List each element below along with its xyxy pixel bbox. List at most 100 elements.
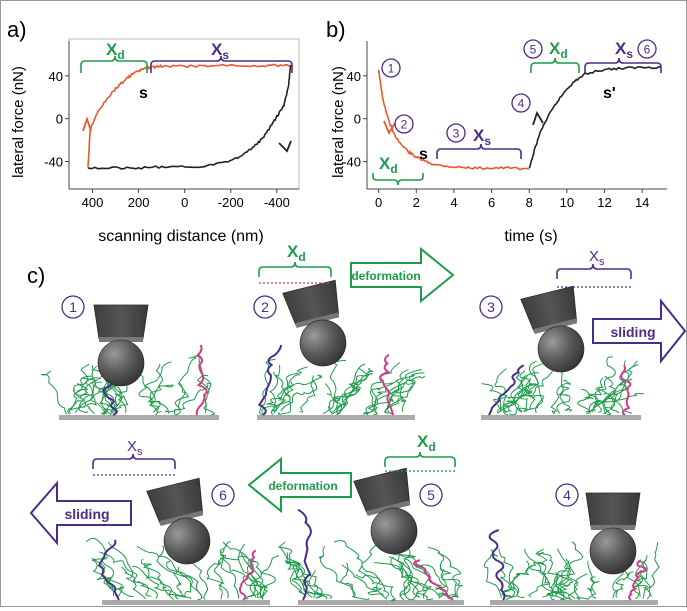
- scene-2: 2: [253, 279, 426, 420]
- scene-step-2: 2: [253, 295, 277, 319]
- chart-a-ylabel: lateral force (nN): [10, 66, 27, 178]
- chart-b-ylabel: lateral force (nN): [330, 66, 347, 178]
- svg-text:6: 6: [219, 487, 227, 503]
- svg-text:6: 6: [644, 43, 651, 57]
- svg-text:2: 2: [261, 299, 269, 315]
- tip-sphere: [163, 517, 211, 565]
- chart-a-xlabel: scanning distance (nm): [98, 228, 263, 245]
- tip-sphere: [589, 527, 637, 575]
- c6-xs-bracket: [92, 453, 176, 469]
- chart-b-xs-bracket-1: [436, 143, 522, 159]
- chart-a-xtick-label: 400: [82, 195, 104, 210]
- chart-a-xd-bracket: [80, 55, 148, 73]
- scene-step-3: 3: [479, 295, 503, 319]
- arrow-sliding-left: sliding: [29, 480, 132, 546]
- c3-xs-label: Xs: [589, 248, 605, 268]
- polymer-brush: [483, 529, 660, 601]
- svg-text:5: 5: [530, 43, 537, 57]
- chart-b-down-arrow: [383, 120, 396, 135]
- chart-b-up-arrow: [532, 110, 544, 126]
- chart-b-xtick-label: 0: [375, 195, 382, 210]
- arrow-sliding-right: sliding: [592, 298, 687, 364]
- c6-xs-label: Xs: [127, 438, 143, 458]
- chart-b-ytick-label: 0: [354, 112, 361, 127]
- svg-text:4: 4: [563, 487, 571, 503]
- tip-holder: [520, 285, 577, 332]
- tip-band: [159, 510, 204, 526]
- chart-b-ytick-label: -40: [342, 155, 361, 170]
- tip-sphere: [537, 325, 585, 373]
- chart-b-s-label: s: [419, 146, 428, 163]
- tip-sphere: [370, 507, 418, 555]
- chart-b-step-5: 5: [523, 39, 543, 59]
- scene-1: 1: [40, 295, 219, 420]
- chart-b-xtick-label: 14: [635, 195, 649, 210]
- chart-b-xtick-label: 8: [526, 195, 533, 210]
- chart-b-xs-bracket-2: [584, 57, 662, 73]
- arrow-deformation-right: deformation: [350, 246, 455, 304]
- tip-band: [295, 312, 340, 328]
- panel-c-diagram: 1 2 3 6 5 4 Xd Xs Xs Xd deformation sliding d…: [29, 242, 687, 605]
- substrate: [481, 415, 641, 420]
- polymer-brush: [40, 344, 215, 416]
- c5-xd-label: Xd: [417, 432, 436, 454]
- svg-text:3: 3: [453, 127, 460, 141]
- chart-b-xlabel: time (s): [504, 228, 557, 245]
- chart-b-xtick-label: 10: [560, 195, 574, 210]
- polymer-brush: [278, 508, 463, 602]
- chart-a-xs-bracket: [150, 55, 293, 73]
- chart-a: 400-40 400 200 0 -200 -400 scanning distance…: [10, 38, 300, 245]
- chart-b-xd-bracket-1: [372, 173, 424, 186]
- substrate: [59, 415, 219, 420]
- chart-a-down-arrow: [278, 140, 292, 153]
- chart-b-xtick-label: 12: [597, 195, 611, 210]
- scene-step-5: 5: [419, 483, 443, 507]
- svg-text:4: 4: [518, 97, 525, 111]
- panel-label-a: a): [7, 17, 27, 42]
- chart-b-step-6: 6: [637, 39, 657, 59]
- chart-a-xtick-label: -400: [264, 195, 290, 210]
- chart-b-step-2: 2: [394, 114, 414, 134]
- tip-band: [591, 525, 635, 530]
- chart-b-series-0-line: [377, 69, 530, 171]
- chart-b-xtick-label: 2: [413, 195, 420, 210]
- polymer-brush: [257, 344, 426, 416]
- chart-b: 400-40 0 2 4 6 8 10 12 14 time (s) lateral forc…: [330, 39, 667, 245]
- tip-holder: [93, 304, 149, 340]
- substrate: [490, 600, 658, 605]
- chart-a-ytick-label: 0: [56, 112, 63, 127]
- chart-b-xs-label-2: Xs: [615, 39, 633, 61]
- chart-b-xs-label-1: Xs: [473, 126, 491, 148]
- chart-b-series-1-line: [528, 66, 662, 169]
- chart-a-series-0-line: [87, 63, 292, 168]
- substrate: [102, 600, 270, 605]
- tip-sphere: [299, 319, 347, 367]
- tip-band: [99, 337, 143, 342]
- svg-text:deformation: deformation: [268, 479, 337, 493]
- svg-text:2: 2: [401, 118, 408, 132]
- c2-xd-bracket: [258, 261, 332, 277]
- polymer-brush: [481, 356, 644, 416]
- svg-text:sliding: sliding: [64, 506, 109, 522]
- scene-step-6: 6: [211, 483, 235, 507]
- chart-a-xtick-label: -200: [218, 195, 244, 210]
- chart-a-ytick-label: -40: [44, 155, 63, 170]
- c5-xd-bracket: [384, 451, 456, 467]
- panel-label-b: b): [326, 17, 346, 42]
- chart-b-xd-label-2: Xd: [549, 39, 568, 61]
- chart-a-s-label: s: [139, 85, 148, 102]
- c2-xd-label: Xd: [287, 242, 306, 264]
- arrow-deformation-left: deformation: [247, 456, 352, 514]
- chart-a-xtick-label: 200: [128, 195, 150, 210]
- scene-step-4: 4: [555, 483, 579, 507]
- chart-b-xtick-label: 6: [488, 195, 495, 210]
- svg-text:5: 5: [427, 487, 435, 503]
- scene-4: 4: [483, 483, 660, 605]
- chart-b-ytick-label: 40: [347, 69, 361, 84]
- chart-b-step-4: 4: [511, 93, 531, 113]
- scene-step-1: 1: [61, 295, 85, 319]
- chart-b-step-3: 3: [446, 123, 466, 143]
- svg-text:3: 3: [487, 299, 495, 315]
- chart-b-step-1: 1: [381, 58, 401, 78]
